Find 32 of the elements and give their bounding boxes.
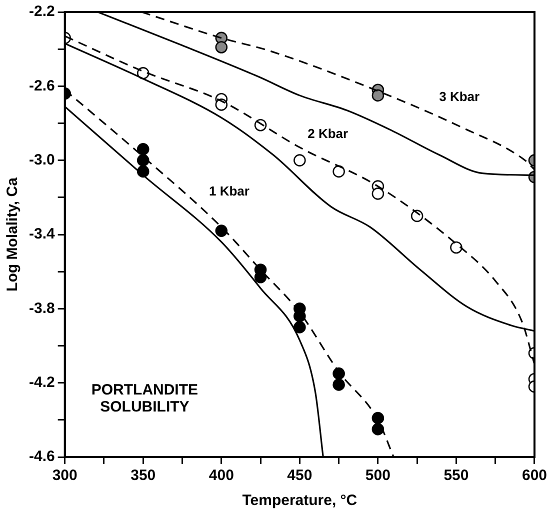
point bbox=[294, 321, 306, 334]
y-tick-label: -2.6 bbox=[28, 77, 55, 94]
x-tick-label: 400 bbox=[208, 467, 234, 484]
annotation: PORTLANDITE SOLUBILITY bbox=[91, 381, 198, 416]
x-tick-label: 300 bbox=[52, 467, 78, 484]
annotation: 1 Kbar bbox=[208, 183, 250, 198]
x-tick-label: 450 bbox=[287, 467, 312, 484]
y-tick-label: -3.4 bbox=[28, 226, 56, 243]
point bbox=[372, 423, 384, 436]
x-tick-label: 350 bbox=[130, 467, 156, 484]
annotation: 3 Kbar bbox=[439, 89, 480, 104]
point bbox=[215, 224, 228, 237]
y-tick-label: -3.8 bbox=[28, 300, 55, 317]
point bbox=[294, 154, 306, 166]
annotation: 2 Kbar bbox=[308, 126, 348, 141]
point bbox=[136, 154, 150, 166]
point bbox=[215, 41, 228, 54]
point bbox=[332, 378, 345, 391]
x-tick-label: 550 bbox=[444, 467, 469, 484]
x-tick-label: 600 bbox=[522, 467, 547, 484]
point bbox=[332, 165, 345, 178]
x-axis-title: Temperature, °C bbox=[242, 492, 358, 510]
point bbox=[372, 188, 384, 200]
y-axis-title: Log Molality, Ca bbox=[4, 176, 22, 292]
x-tick-label: 500 bbox=[365, 467, 390, 484]
y-tick-label: -4.2 bbox=[28, 374, 55, 391]
y-tick-label: -2.2 bbox=[28, 3, 55, 20]
y-tick-label: -4.6 bbox=[28, 448, 55, 466]
point bbox=[450, 241, 462, 254]
point bbox=[372, 89, 384, 102]
point bbox=[136, 143, 150, 156]
y-tick-label: -3.0 bbox=[28, 151, 55, 168]
